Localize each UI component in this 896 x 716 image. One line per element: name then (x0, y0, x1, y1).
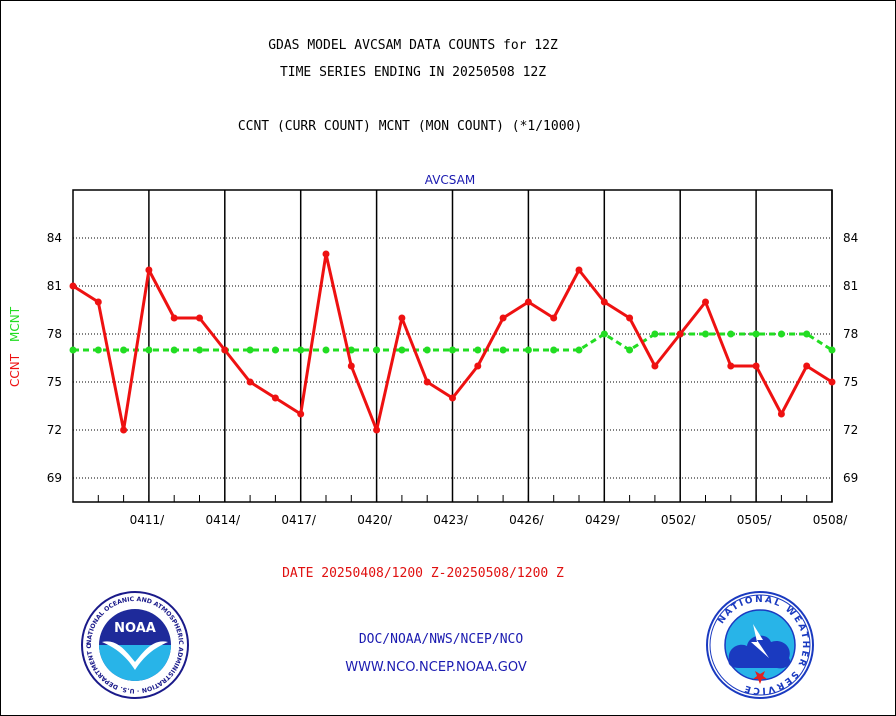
x-tick-label: 0426/ (509, 513, 545, 527)
y-tick-label-right: 69 (843, 471, 858, 485)
ccnt-point (373, 426, 381, 434)
ccnt-point (423, 378, 431, 386)
mcnt-point (423, 346, 431, 354)
x-tick-label: 0420/ (357, 513, 393, 527)
mcnt-point (373, 346, 381, 354)
ccnt-point (347, 362, 355, 370)
y-tick-label-right: 84 (843, 231, 858, 245)
mcnt-point (828, 346, 836, 354)
noaa-logo-text: NOAA (114, 621, 156, 636)
nws-logo: NATIONAL WEATHER SERVICE (706, 591, 814, 699)
ccnt-point (626, 314, 634, 322)
panel-label: AVCSAM (425, 173, 475, 187)
mcnt-point (752, 330, 760, 338)
series (69, 250, 836, 434)
y-tick-label-left: 72 (47, 423, 62, 437)
mcnt-point (626, 346, 634, 354)
chart-subtitle: CCNT (CURR COUNT) MCNT (MON COUNT) (*1/1… (237, 119, 583, 134)
chart-title-line2: TIME SERIES ENDING IN 20250508 12Z (279, 65, 547, 80)
ccnt-point (550, 314, 558, 322)
x-tick-label: 0417/ (281, 513, 317, 527)
ccnt-point (803, 362, 811, 370)
website-label: WWW.NCO.NCEP.NOAA.GOV (345, 660, 527, 675)
y-axis-label-mcnt: MCNT (8, 306, 22, 342)
y-tick-label-right: 81 (843, 279, 858, 293)
ccnt-point (271, 394, 279, 402)
x-tick-label: 0414/ (206, 513, 242, 527)
ccnt-point (828, 378, 836, 386)
mcnt-point (246, 346, 254, 354)
ccnt-point (170, 314, 178, 322)
y-tick-label-left: 81 (47, 279, 62, 293)
mcnt-point (803, 330, 811, 338)
ccnt-point (600, 298, 608, 306)
y-tick-label-right: 72 (843, 423, 858, 437)
ccnt-point (221, 346, 229, 354)
ccnt-point (727, 362, 735, 370)
ccnt-point (499, 314, 507, 322)
mcnt-point (651, 330, 659, 338)
y-tick-label-right: 78 (843, 327, 858, 341)
ccnt-point (474, 362, 482, 370)
ccnt-point (651, 362, 659, 370)
x-tick-label: 0429/ (585, 513, 621, 527)
y-tick-label-left: 69 (47, 471, 62, 485)
ccnt-point (94, 298, 102, 306)
mcnt-point (499, 346, 507, 354)
ccnt-point (145, 266, 153, 274)
mcnt-point (398, 346, 406, 354)
mcnt-point (600, 330, 608, 338)
ccnt-point (398, 314, 406, 322)
mcnt-point (777, 330, 785, 338)
mcnt-point (550, 346, 558, 354)
ccnt-point (449, 394, 456, 402)
noaa-logo: NATIONAL OCEANIC AND ATMOSPHERIC ADMINIS… (80, 590, 189, 699)
mcnt-point (170, 346, 178, 354)
ccnt-point (524, 298, 532, 306)
mcnt-point (702, 330, 709, 338)
y-tick-label-left: 84 (47, 231, 62, 245)
ccnt-point (297, 410, 305, 418)
x-tick-label: 0423/ (433, 513, 469, 527)
x-tick-label: 0502/ (661, 513, 697, 527)
mcnt-point (449, 346, 456, 354)
mcnt-point (69, 346, 77, 354)
ccnt-point (322, 250, 330, 258)
agency-label: DOC/NOAA/NWS/NCEP/NCO (358, 632, 524, 647)
grid (73, 190, 833, 502)
ccnt-point (246, 378, 254, 386)
mcnt-point (145, 346, 153, 354)
ccnt-point (777, 410, 785, 418)
mcnt-point (322, 346, 330, 354)
mcnt-point (524, 346, 532, 354)
y-axis-label-ccnt: CCNT (8, 353, 22, 387)
mcnt-point (474, 346, 482, 354)
y-tick-label-left: 78 (47, 327, 62, 341)
x-ticks: 0411/0414/0417/0420/0423/0426/0429/0502/… (72, 495, 849, 527)
ccnt-point (752, 362, 760, 370)
x-tick-label: 0505/ (737, 513, 773, 527)
mcnt-point (271, 346, 279, 354)
ccnt-point (575, 266, 583, 274)
ccnt-point (69, 282, 77, 290)
date-range-label: DATE 20250408/1200 Z-20250508/1200 Z (282, 566, 564, 581)
y-tick-label-right: 75 (843, 375, 858, 389)
mcnt-point (575, 346, 583, 354)
mcnt-point (196, 346, 203, 354)
x-tick-label: 0508/ (813, 513, 849, 527)
mcnt-point (297, 346, 305, 354)
time-series-chart: AVCSAM 69 69 72 72 75 75 78 78 81 81 84 84 0411/041… (8, 173, 859, 527)
ccnt-point (196, 314, 203, 322)
ccnt-point (702, 298, 709, 306)
mcnt-point (94, 346, 102, 354)
y-ticks: 69 69 72 72 75 75 78 78 81 81 84 84 (47, 231, 859, 485)
chart-title-line1: GDAS MODEL AVCSAM DATA COUNTS for 12Z (268, 38, 558, 53)
x-tick-label: 0411/ (130, 513, 166, 527)
mcnt-point (120, 346, 128, 354)
ccnt-point (676, 330, 684, 338)
ccnt-point (120, 426, 128, 434)
y-tick-label-left: 75 (47, 375, 62, 389)
mcnt-point (727, 330, 735, 338)
